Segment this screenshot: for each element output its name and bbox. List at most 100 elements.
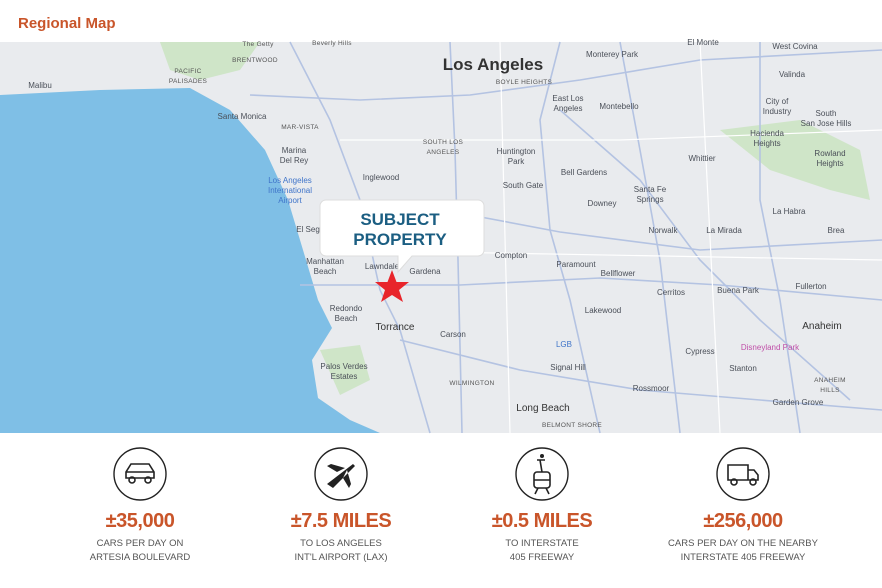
map-label: West Covina (772, 42, 818, 51)
map-label: BOYLE HEIGHTS (496, 79, 553, 86)
callout-box (319, 199, 485, 274)
train-icon (515, 447, 569, 501)
map-label: HILLS (820, 387, 840, 394)
map-label: Signal Hill (550, 363, 586, 372)
map-label: Industry (763, 107, 791, 116)
map-label: Compton (495, 251, 527, 260)
map-label: The Getty (242, 41, 274, 48)
map-label: Inglewood (363, 173, 399, 182)
title: Regional Map (18, 15, 116, 32)
callout: SUBJECT PROPERTY (319, 199, 485, 302)
map-label: Beverly Hills (312, 40, 352, 47)
map-label: San Jose Hills (801, 119, 852, 128)
map-label: Airport (278, 196, 302, 205)
map-label: City of (766, 97, 789, 106)
map-label: El Monte (687, 38, 719, 47)
map-label: Malibu (28, 81, 52, 90)
map-label: Del Rey (280, 156, 308, 165)
map-label: Santa Fe (634, 185, 667, 194)
map-label: Valinda (779, 70, 806, 79)
map-label: Carson (440, 330, 466, 339)
stat-label: TO INTERSTATE (505, 538, 578, 549)
map-label: Whittier (688, 154, 715, 163)
map-label: Torrance (376, 322, 415, 333)
map-label: Hacienda (750, 129, 784, 138)
map-label: PALISADES (169, 78, 208, 85)
map-label: Rossmoor (633, 384, 670, 393)
map-label: Paramount (556, 260, 596, 269)
map-label: Heights (753, 139, 780, 148)
map-label: PACIFIC (174, 68, 201, 75)
stat-label: CARS PER DAY ON THE NEARBY (668, 538, 819, 549)
map-label: SOUTH LOS (423, 139, 464, 146)
map-label: MAR-VISTA (281, 124, 319, 131)
map-label: Downey (588, 199, 617, 208)
map-label: La Habra (773, 207, 806, 216)
map-label: ANAHEIM (814, 377, 846, 384)
map-label: Heights (816, 159, 843, 168)
map-label: South Gate (503, 181, 544, 190)
map-label: La Mirada (706, 226, 742, 235)
map-label: Marina (282, 146, 307, 155)
truck-icon (716, 447, 770, 501)
map-label: El Seg (296, 225, 320, 234)
map-label: Montebello (599, 102, 639, 111)
map-label: Disneyland Park (741, 343, 800, 352)
map-label: BELMONT SHORE (542, 422, 602, 429)
map-label: Monterey Park (586, 50, 639, 59)
map-label: Huntington (497, 147, 536, 156)
map: The Getty Beverly Hills BRENTWOOD PACIFIC PA… (0, 38, 882, 434)
map-label: Stanton (729, 364, 757, 373)
icons (113, 447, 770, 501)
map-label: Bellflower (601, 269, 636, 278)
map-label: Bell Gardens (561, 168, 607, 177)
map-label: Buena Park (717, 286, 760, 295)
map-label: Lawndale (365, 262, 400, 271)
stat-label: INT'L AIRPORT (LAX) (295, 552, 388, 563)
map-label: Estates (331, 372, 358, 381)
parks (160, 42, 870, 395)
plane-icon (314, 447, 368, 501)
stat-value: ±7.5 MILES (291, 510, 392, 532)
map-label: Palos Verdes (320, 362, 367, 371)
stat-label: TO LOS ANGELES (300, 538, 382, 549)
map-label: Manhattan (306, 257, 344, 266)
map-label: Redondo (330, 304, 363, 313)
stats: ±35,000 CARS PER DAY ON ARTESIA BOULEVARD ±… (90, 510, 819, 563)
stat-label: ARTESIA BOULEVARD (90, 552, 191, 563)
car-icon (113, 447, 167, 501)
map-label: Garden Grove (773, 398, 824, 407)
map-label: LGB (556, 340, 572, 349)
stat-value: ±35,000 (106, 510, 175, 532)
map-label: Beach (314, 267, 337, 276)
map-label: South (816, 109, 837, 118)
map-label: Beach (335, 314, 358, 323)
map-label: Lakewood (585, 306, 621, 315)
map-label: Springs (636, 195, 663, 204)
map-label: International (268, 186, 312, 195)
stat-value: ±256,000 (703, 510, 783, 532)
map-label: WILMINGTON (449, 380, 494, 387)
map-label: ANGELES (427, 149, 460, 156)
callout-text: SUBJECT (360, 210, 440, 229)
map-label: Cypress (685, 347, 714, 356)
map-label: Fullerton (795, 282, 826, 291)
map-label: Los Angeles (268, 176, 312, 185)
map-label: Brea (828, 226, 845, 235)
stat-label: INTERSTATE 405 FREEWAY (681, 552, 806, 563)
map-label: Anaheim (802, 321, 841, 332)
map-label: Santa Monica (218, 112, 267, 121)
map-labels: The Getty Beverly Hills BRENTWOOD PACIFIC PA… (28, 38, 851, 429)
callout-text: PROPERTY (353, 230, 447, 249)
map-label: Cerritos (657, 288, 685, 297)
map-label: East Los (552, 94, 583, 103)
ocean (0, 88, 380, 433)
map-label: Norwalk (649, 226, 679, 235)
map-label: Los Angeles (443, 55, 543, 74)
property-star (375, 270, 409, 302)
stat-label: CARS PER DAY ON (97, 538, 184, 549)
map-label: Park (508, 157, 525, 166)
map-label: Gardena (409, 267, 441, 276)
